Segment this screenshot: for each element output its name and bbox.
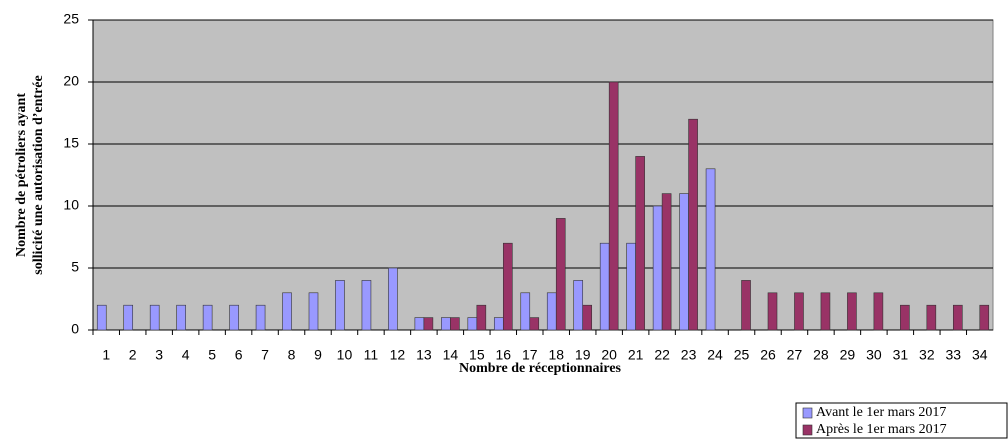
x-tick-label: 28 (813, 347, 829, 363)
legend-swatch (802, 424, 813, 436)
x-tick-label: 7 (261, 347, 269, 363)
bar (423, 317, 434, 331)
legend-swatch (802, 407, 813, 419)
bar (661, 193, 672, 331)
bar (388, 267, 398, 331)
y-axis-label: Nombre de pétroliers ayant sollicité une… (14, 75, 46, 274)
bar (582, 304, 593, 331)
bar (952, 304, 963, 331)
x-tick-label: 26 (760, 347, 776, 363)
bar (202, 304, 213, 331)
x-tick-label: 17 (522, 347, 538, 363)
legend (795, 402, 1008, 439)
x-tick-label: 4 (182, 347, 190, 363)
x-tick-label: 11 (364, 347, 379, 363)
bar (979, 304, 990, 331)
bar (608, 81, 619, 331)
x-tick-label: 21 (628, 347, 644, 363)
x-axis-label: Nombre de réceptionnaires (459, 361, 622, 376)
x-tick-label: 10 (337, 347, 353, 363)
x-tick-label: 24 (707, 347, 723, 363)
x-tick-label: 15 (469, 347, 485, 363)
y-tick-label: 10 (63, 197, 79, 213)
y-tick-label: 15 (63, 135, 79, 151)
bar (520, 292, 531, 331)
x-tick-label: 14 (443, 347, 459, 363)
bar (441, 317, 451, 331)
x-tick-label: 20 (601, 347, 617, 363)
x-tick-label: 23 (681, 347, 697, 363)
x-tick-label: 2 (129, 347, 137, 363)
bar (308, 292, 319, 331)
x-tick-label: 16 (496, 347, 512, 363)
bar (123, 304, 134, 331)
bar (176, 304, 186, 331)
bar (361, 280, 372, 331)
bar (652, 205, 663, 331)
bar (873, 292, 884, 331)
x-tick-label: 25 (734, 347, 750, 363)
bar (705, 168, 716, 331)
bar (599, 242, 610, 331)
y-label-line: Nombre de pétroliers ayant (14, 93, 29, 257)
x-tick-label: 13 (416, 347, 432, 363)
bar (626, 242, 636, 331)
x-tick-label: 32 (919, 347, 935, 363)
bar (476, 304, 487, 331)
x-tick-label: 33 (946, 347, 962, 363)
bar (502, 242, 513, 331)
bar (546, 292, 557, 331)
bar (555, 218, 566, 331)
legend-label: Après le 1er mars 2017 (816, 422, 947, 437)
y-tick-label: 20 (63, 73, 79, 89)
x-tick-label: 8 (288, 347, 296, 363)
y-tick-label: 5 (71, 259, 79, 275)
bar (820, 292, 831, 331)
bar (529, 317, 540, 331)
x-tick-label: 31 (893, 347, 909, 363)
x-tick-label: 30 (866, 347, 882, 363)
x-tick-label: 6 (235, 347, 243, 363)
bar (900, 304, 910, 331)
plot-area (92, 19, 994, 331)
x-tick-label: 3 (155, 347, 163, 363)
bar (450, 317, 460, 331)
bar (679, 193, 689, 331)
x-tick-label: 34 (972, 347, 988, 363)
bar (467, 317, 478, 331)
y-tick-label: 25 (63, 11, 79, 27)
bar (847, 292, 857, 331)
x-tick-label: 18 (548, 347, 564, 363)
bar (229, 304, 239, 331)
bar (926, 304, 937, 331)
bar (149, 304, 160, 331)
bar (282, 292, 292, 331)
x-tick-label: 9 (314, 347, 322, 363)
y-label-line: sollicité une autorisation d’entrée (31, 75, 46, 274)
x-tick-label: 5 (208, 347, 216, 363)
bar (255, 304, 266, 331)
x-tick-label: 12 (390, 347, 406, 363)
bar (573, 280, 584, 331)
bar (414, 317, 425, 331)
bar (335, 280, 345, 331)
bar (794, 292, 804, 331)
x-tick-label: 29 (840, 347, 856, 363)
x-tick-label: 19 (575, 347, 591, 363)
bar (493, 317, 504, 331)
x-tick-label: 22 (654, 347, 670, 363)
bar (767, 292, 778, 331)
bar (741, 280, 751, 331)
legend-label: Avant le 1er mars 2017 (816, 405, 946, 420)
bar (635, 156, 645, 331)
bar (688, 118, 698, 331)
y-tick-label: 0 (71, 321, 79, 337)
x-tick-label: 1 (102, 347, 110, 363)
bar (96, 304, 107, 331)
x-tick-label: 27 (787, 347, 803, 363)
